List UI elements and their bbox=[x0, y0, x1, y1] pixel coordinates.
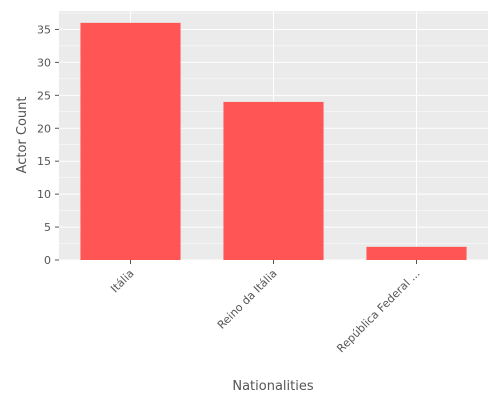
y-tick-label: 25 bbox=[37, 89, 51, 102]
y-tick-label: 30 bbox=[37, 56, 51, 69]
x-axis-title: Nationalities bbox=[232, 379, 313, 394]
y-tick-label: 15 bbox=[37, 155, 51, 168]
y-tick-label: 10 bbox=[37, 188, 51, 201]
x-tick-label: Itália bbox=[108, 267, 136, 295]
y-tick-label: 35 bbox=[37, 23, 51, 36]
bar bbox=[223, 101, 324, 261]
y-axis-ticks: 0 5 10 15 20 25 30 35 bbox=[37, 23, 59, 267]
bar bbox=[80, 22, 181, 260]
bar bbox=[366, 246, 467, 260]
y-tick-label: 0 bbox=[44, 254, 51, 267]
x-axis-ticks: Itália Reino da Itália República Federal .… bbox=[108, 260, 423, 355]
x-tick-label: República Federal ... bbox=[334, 267, 422, 355]
y-tick-label: 20 bbox=[37, 122, 51, 135]
y-tick-label: 5 bbox=[44, 221, 51, 234]
x-tick-label: Reino da Itália bbox=[215, 267, 280, 332]
y-axis-title: Actor Count bbox=[15, 97, 30, 174]
bars bbox=[80, 22, 467, 261]
